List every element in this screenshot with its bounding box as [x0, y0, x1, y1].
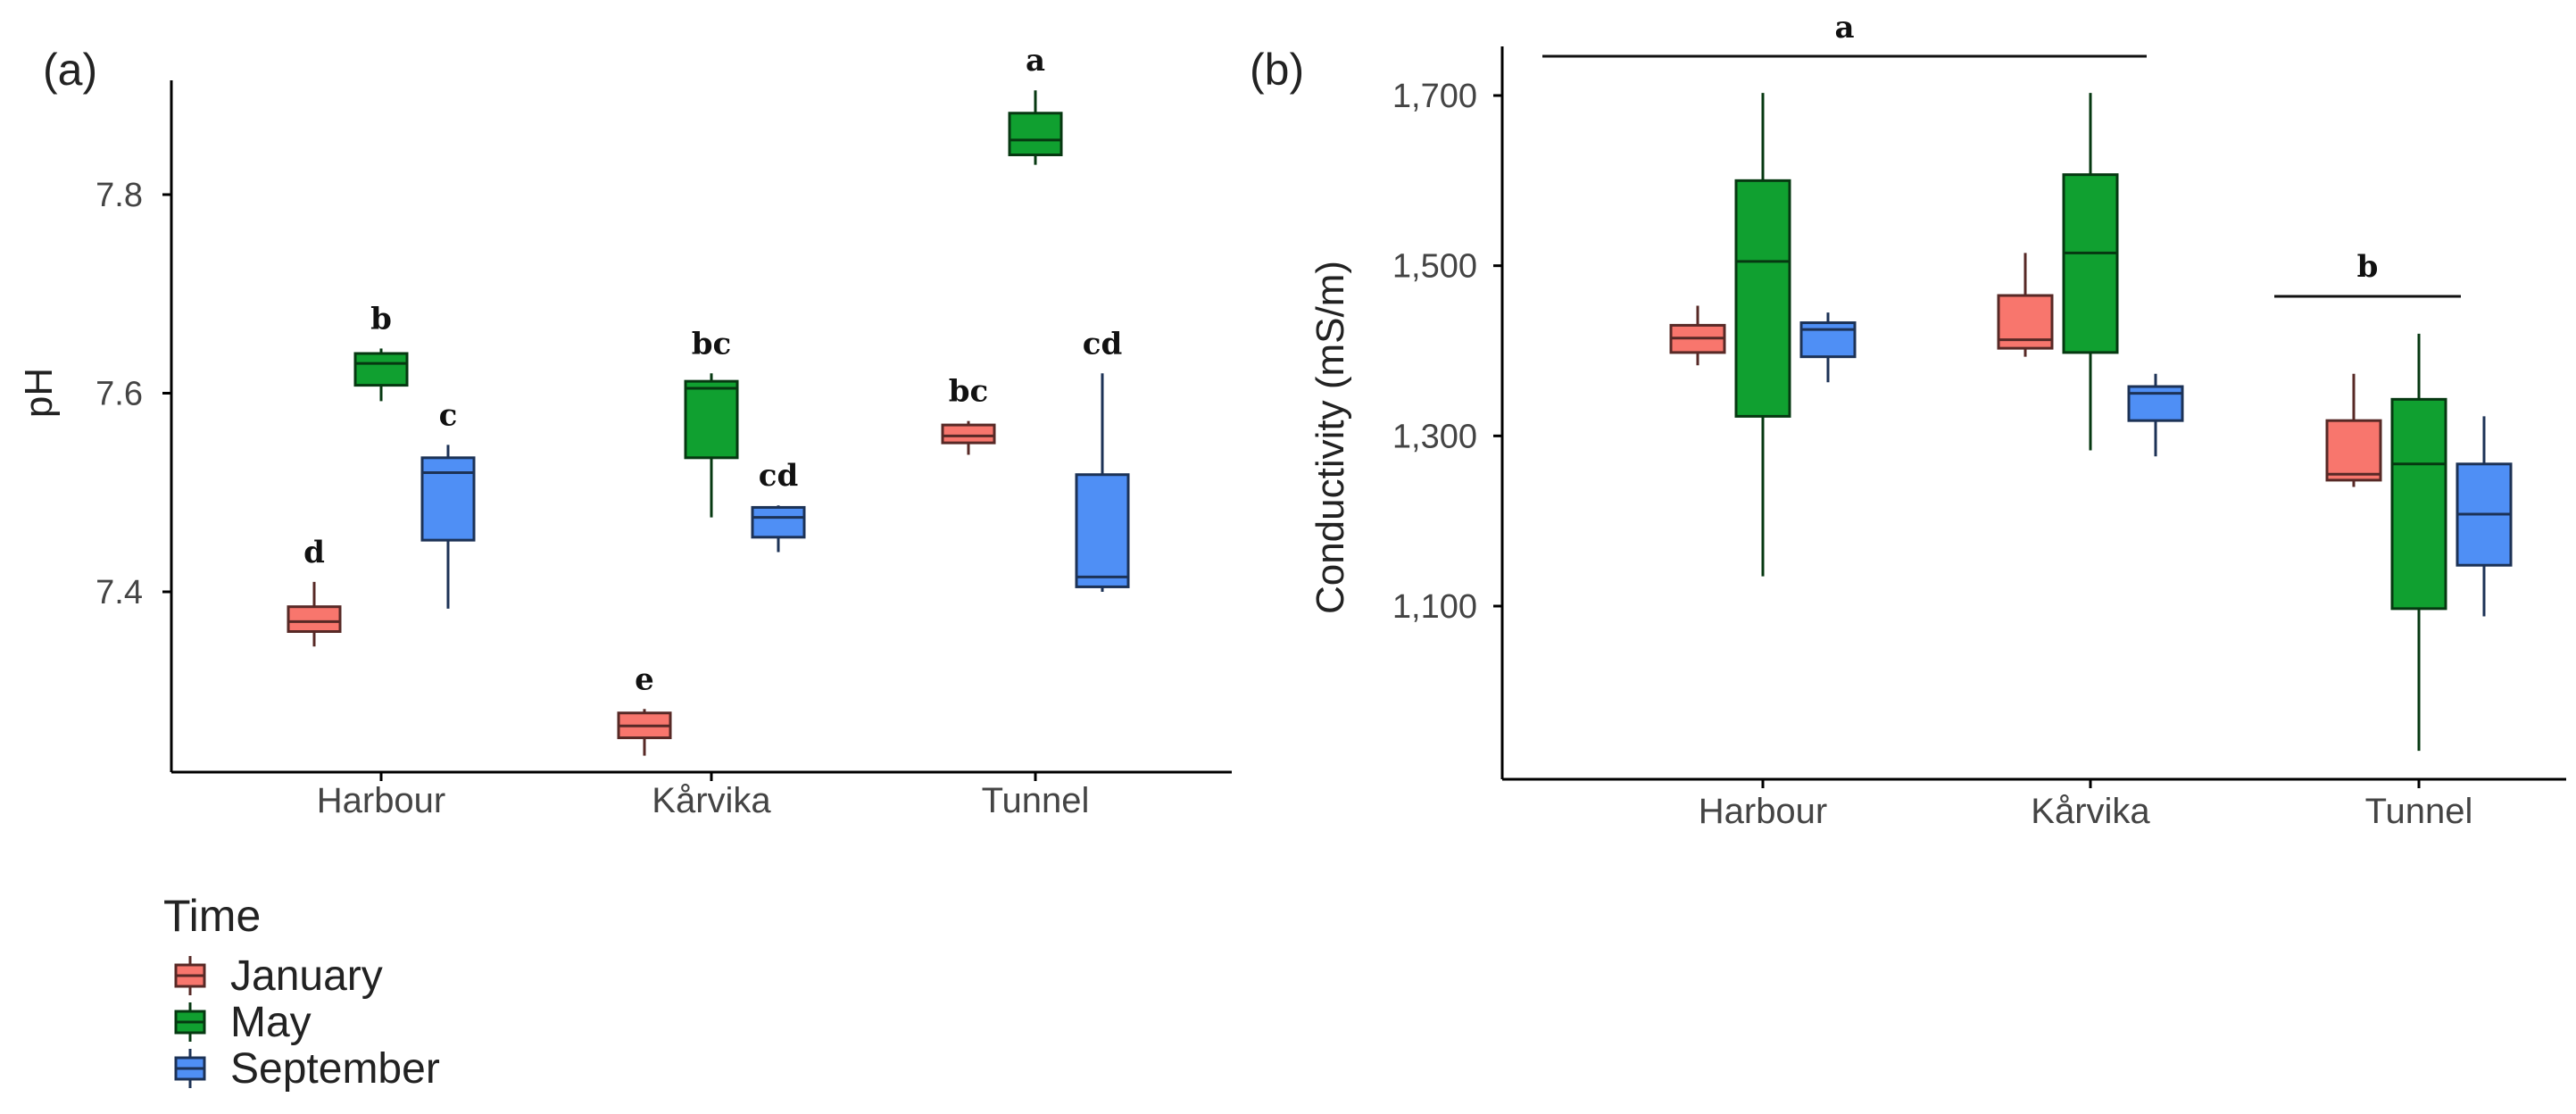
legend-title: Time — [163, 891, 261, 941]
box-september-tunnel: cd — [1075, 326, 1130, 592]
significance-letter: b — [370, 301, 392, 337]
box-body — [1008, 112, 1063, 156]
box-september-harbour — [1799, 312, 1857, 383]
legend-label: September — [230, 1045, 440, 1093]
box-january-harbour: d — [287, 535, 342, 647]
y-tick-label: 7.6 — [96, 376, 143, 413]
x-tick-label: Harbour — [1699, 792, 1828, 831]
box-body — [1075, 473, 1130, 588]
box-january-tunnel: bc — [941, 374, 996, 455]
box-body — [353, 352, 409, 387]
box-may-kårvika — [2062, 93, 2119, 451]
box-body — [751, 505, 806, 539]
significance-letter: e — [635, 661, 654, 697]
group-letter: b — [2357, 249, 2379, 285]
legend-item-january: January — [174, 952, 383, 1000]
panel-b: (b) Conductivity (mS/m) 1,100 1,300 1,500 1,7… — [1250, 10, 2566, 831]
box-body — [2062, 173, 2119, 354]
legend-label: January — [230, 952, 383, 1000]
box-september-kårvika — [2127, 373, 2184, 457]
box-body — [684, 379, 739, 460]
y-tick-label: 1,700 — [1392, 78, 1477, 115]
box-body — [2127, 385, 2184, 422]
box-january-tunnel — [2325, 373, 2382, 487]
box-body — [1799, 321, 1857, 359]
box-may-harbour — [1734, 93, 1791, 577]
significance-letter: bc — [692, 326, 731, 362]
box-january-harbour — [1669, 305, 1726, 366]
box-body — [2325, 419, 2382, 482]
y-axis-label: Conductivity (mS/m) — [1309, 261, 1352, 614]
y-axis-label: pH — [17, 368, 61, 418]
panel-label: (b) — [1250, 45, 1304, 95]
x-tick-label: Kårvika — [652, 781, 771, 820]
x-tick-label: Harbour — [317, 781, 446, 820]
box-may-harbour: b — [353, 301, 409, 402]
box-body — [287, 605, 342, 633]
panel-label: (a) — [43, 45, 97, 95]
box-body — [1734, 179, 1791, 418]
legend-item-may: May — [174, 999, 312, 1046]
significance-letter: d — [303, 535, 325, 570]
box-may-tunnel: a — [1008, 43, 1063, 165]
box-january-kårvika: e — [617, 661, 672, 756]
legend-item-september: September — [174, 1045, 440, 1093]
box-september-kårvika: cd — [751, 458, 806, 553]
box-september-harbour: c — [420, 397, 476, 609]
legend-label: May — [230, 999, 312, 1046]
significance-letter: cd — [759, 458, 798, 494]
x-tick-label: Tunnel — [2365, 792, 2473, 831]
group-letter: a — [1834, 10, 1854, 46]
significance-letter: c — [439, 397, 458, 433]
box-body — [2390, 397, 2447, 611]
significance-letter: cd — [1083, 326, 1122, 362]
box-september-tunnel — [2456, 416, 2513, 617]
box-may-kårvika: bc — [684, 326, 739, 518]
significance-letter: bc — [949, 374, 988, 410]
box-january-kårvika — [1997, 253, 2054, 357]
box-body — [941, 423, 996, 445]
y-tick-label: 7.4 — [96, 574, 143, 611]
x-tick-label: Kårvika — [2031, 792, 2150, 831]
y-tick-label: 7.8 — [96, 177, 143, 214]
significance-letter: a — [1026, 43, 1045, 79]
box-body — [420, 456, 476, 542]
x-tick-label: Tunnel — [982, 781, 1090, 820]
panel-a: (a) pH 7.4 7.6 7.8 Harbour Kårvika Tunnel d e bc b b… — [17, 43, 1232, 820]
y-tick-label: 1,300 — [1392, 418, 1477, 455]
y-tick-label: 1,500 — [1392, 248, 1477, 286]
y-tick-label: 1,100 — [1392, 588, 1477, 626]
box-may-tunnel — [2390, 333, 2447, 752]
